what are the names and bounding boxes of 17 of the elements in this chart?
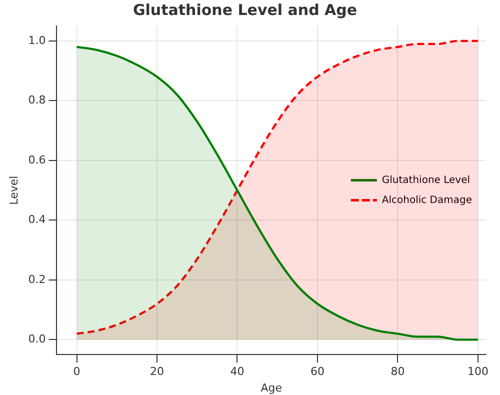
y-axis-title: Level <box>7 176 20 205</box>
x-tick-label: 20 <box>150 365 164 378</box>
y-tick-label: 0.4 <box>28 213 46 226</box>
y-tick-label: 1.0 <box>28 34 46 47</box>
x-axis-title: Age <box>260 381 282 394</box>
y-tick-label: 0.2 <box>28 272 46 286</box>
x-tick-label: 0 <box>73 365 80 378</box>
x-tick-label: 40 <box>230 365 244 378</box>
x-tick-label: 80 <box>390 365 405 378</box>
legend-label: Alcoholic Damage <box>382 194 472 206</box>
chart-title: Glutathione Level and Age <box>132 0 358 19</box>
x-tick-label: 100 <box>467 365 488 378</box>
x-tick-label: 60 <box>310 365 324 378</box>
y-tick-label: 0.6 <box>28 153 46 166</box>
y-tick-label: 0.8 <box>28 94 46 107</box>
legend-label: Glutathione Level <box>382 174 470 186</box>
y-tick-label: 0.0 <box>28 332 46 346</box>
